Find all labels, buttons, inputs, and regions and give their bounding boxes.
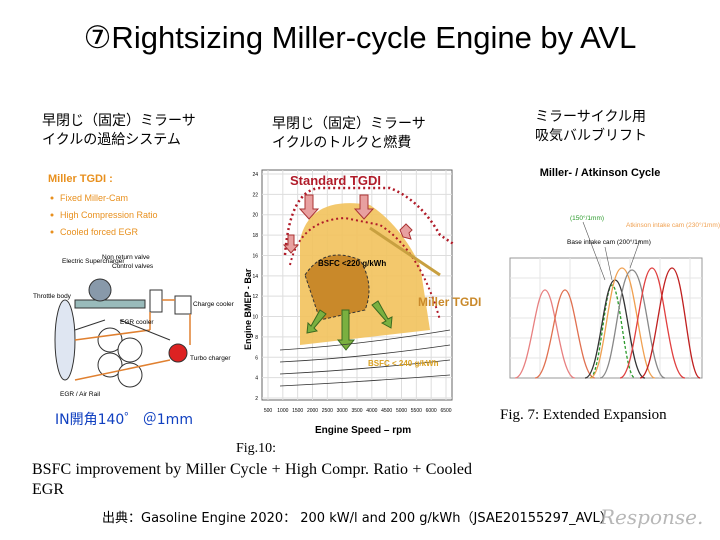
lift-curves [514,267,701,379]
cylinders [97,327,143,388]
x-tick-label: 6000 [426,408,437,414]
x-tick-label: 3000 [337,408,348,414]
x-tick-label: 4500 [381,408,392,414]
figure-label: BSFC <220 g/kWh [318,259,386,268]
bullet-dot [50,196,54,200]
supercharging-diagram: Miller TGDI : Fixed Miller-Cam High Compr… [33,173,235,398]
arrows [282,194,413,254]
leader [582,221,641,281]
diagram-label: Electric Supercharger [62,258,125,265]
y-tick-label: 8 [255,335,258,341]
rail [74,299,146,309]
y-tick-label: 22 [252,192,258,198]
y-tick-label: 6 [255,355,258,361]
x-axis-label: Engine Speed – rpm [315,425,411,436]
slide-title: ⑦Rightsizing Miller-cycle Engine by AVL [83,20,637,55]
bullet-text: High Compression Ratio [60,210,158,220]
figure-label: Base intake cam (200°/1mm) [567,238,651,246]
y-tick-label: 24 [252,172,258,178]
arrows [306,300,393,351]
pipes [74,319,171,341]
y-tick-label: 10 [252,315,258,321]
caption-line: イクルの過給システム [42,132,181,148]
figure-heading: Miller- / Atkinson Cycle [540,167,661,179]
bullet-dot [50,230,54,234]
grid [510,258,702,378]
x-tick-label: 5000 [396,408,407,414]
figure-label: Atkinson intake cam (230°/1mm) [626,221,720,229]
watermark: Response. [600,505,704,529]
caption-line: ミラーサイクル用 [535,109,647,125]
charge-cooler [174,295,192,315]
figure-number: Fig.10: [236,441,277,456]
caption-line: 早閉じ（固定）ミラーサ [272,116,426,132]
caption-line: 早閉じ（固定）ミラーサ [42,113,196,129]
supercharger [88,278,112,302]
x-tick-label: 1000 [277,408,288,414]
diagram-label: Charge cooler [193,301,235,308]
y-tick-label: 14 [252,274,258,280]
y-tick-label: 4 [255,376,258,382]
y-tick-label: 18 [252,233,258,239]
y-tick-label: 16 [252,253,258,259]
diagram-label: Non return valve [102,254,150,261]
valve-lift-chart: Miller- / Atkinson Cycle (150°/1mm) Atki… [500,167,720,423]
figure-caption: Fig. 7: Extended Expansion [500,407,667,423]
engine-block [54,299,76,381]
caption-line: イクルのトルクと燃費 [272,135,412,151]
figure-label: Miller TGDI [418,295,481,309]
pipes [74,299,191,381]
bullet-text: Cooled forced EGR [60,227,139,237]
standard-curve [283,186,456,256]
bsfc-220-region [304,254,370,321]
figure-heading: Miller TGDI : [48,173,113,185]
source: 出典：Gasoline Engine 2020： 200 kW/l and 20… [102,511,613,526]
y-axis-label: Engine BMEP - Bar [243,268,253,350]
note: IN開角140゜ ＠1mm [55,412,193,428]
x-tick-label: 1500 [292,408,303,414]
y-tick-label: 2 [255,396,258,402]
figure-label: (150°/1mm) [570,214,604,222]
x-tick-label: 4000 [366,408,377,414]
x-tick-label: 500 [264,408,273,414]
diagram-label: EGR cooler [120,319,154,326]
bullet-dot [50,213,54,217]
diagram-label: Turbo charger [190,355,231,362]
x-tick-label: 6500 [440,408,451,414]
y-tick-label: 12 [252,294,258,300]
bullet-text: Fixed Miller-Cam [60,193,128,203]
diagram-label: EGR / Air Rail [60,391,101,398]
x-tick-label: 3500 [351,408,362,414]
egr-cooler [149,289,163,313]
caption-line: 吸気バルブリフト [535,128,647,144]
diagram-label: Control valves [112,263,154,270]
figure-label: Standard TGDI [290,173,381,188]
contour [279,329,451,387]
x-tick-label: 2000 [307,408,318,414]
x-tick-label: 2500 [322,408,333,414]
diagram-label: Throttle body [33,293,72,300]
figure-caption: BSFC improvement by Miller Cycle + High … [32,461,472,498]
x-tick-label: 5500 [411,408,422,414]
figure-label: BSFC < 240 g/kWh [368,359,439,368]
y-tick-label: 20 [252,213,258,219]
turbocharger [168,343,188,363]
limit-line [369,226,441,277]
